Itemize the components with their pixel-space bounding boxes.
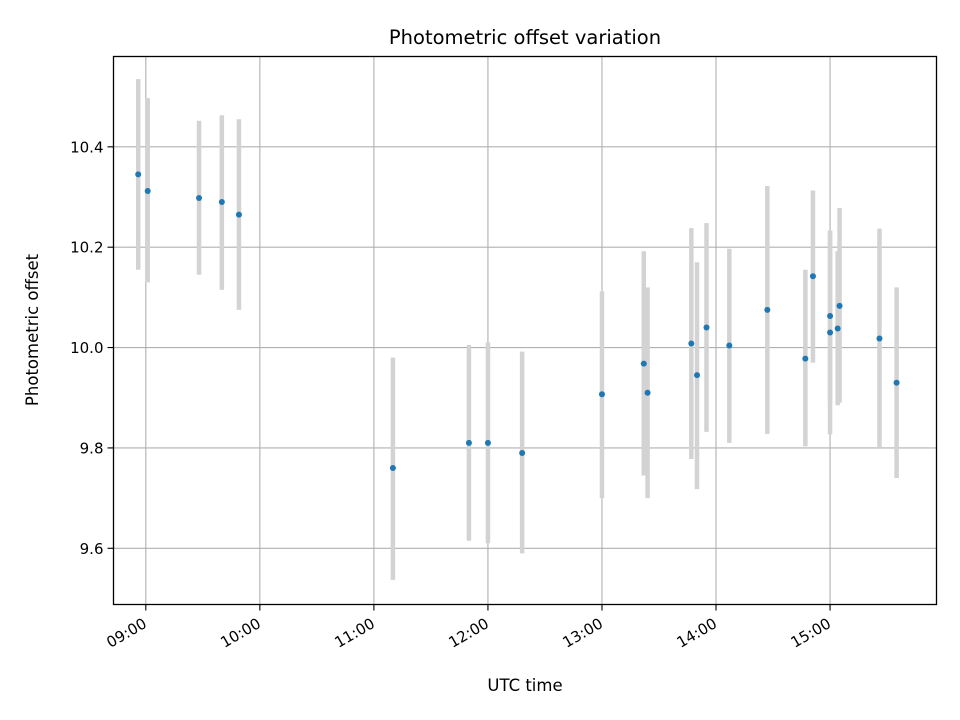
- data-point: [688, 340, 695, 347]
- chart-title: Photometric offset variation: [389, 26, 661, 49]
- data-point: [876, 335, 883, 342]
- data-point: [218, 199, 225, 206]
- y-tick-label: 9.6: [80, 540, 104, 558]
- x-axis-title: UTC time: [487, 676, 562, 695]
- data-point: [764, 306, 771, 313]
- data-point: [644, 389, 651, 396]
- data-point: [389, 465, 396, 472]
- data-point: [726, 342, 733, 349]
- data-point: [834, 325, 841, 332]
- y-tick-label: 10.0: [70, 339, 103, 357]
- data-point: [196, 195, 203, 202]
- data-point: [144, 187, 151, 194]
- data-point: [640, 360, 647, 367]
- data-point: [827, 329, 834, 336]
- data-point: [703, 324, 710, 331]
- data-point: [465, 439, 472, 446]
- plot-frame: [112, 55, 938, 606]
- data-point: [836, 302, 843, 309]
- data-point: [802, 355, 809, 362]
- data-point: [235, 211, 242, 218]
- data-point: [598, 391, 605, 398]
- y-tick-label: 9.8: [80, 439, 104, 457]
- y-tick-label: 10.4: [70, 138, 103, 156]
- data-point: [484, 439, 491, 446]
- y-axis: 9.6 9.8 10.0 10.2 10.4: [70, 138, 114, 558]
- data-point: [893, 379, 900, 386]
- data-point: [694, 372, 701, 379]
- y-tick-label: 10.2: [70, 239, 103, 257]
- data-point: [519, 449, 526, 456]
- data-point: [827, 312, 834, 319]
- y-axis-title: Photometric offset: [23, 253, 42, 406]
- data-points: [135, 171, 900, 472]
- data-point: [809, 273, 816, 280]
- data-point: [135, 171, 142, 178]
